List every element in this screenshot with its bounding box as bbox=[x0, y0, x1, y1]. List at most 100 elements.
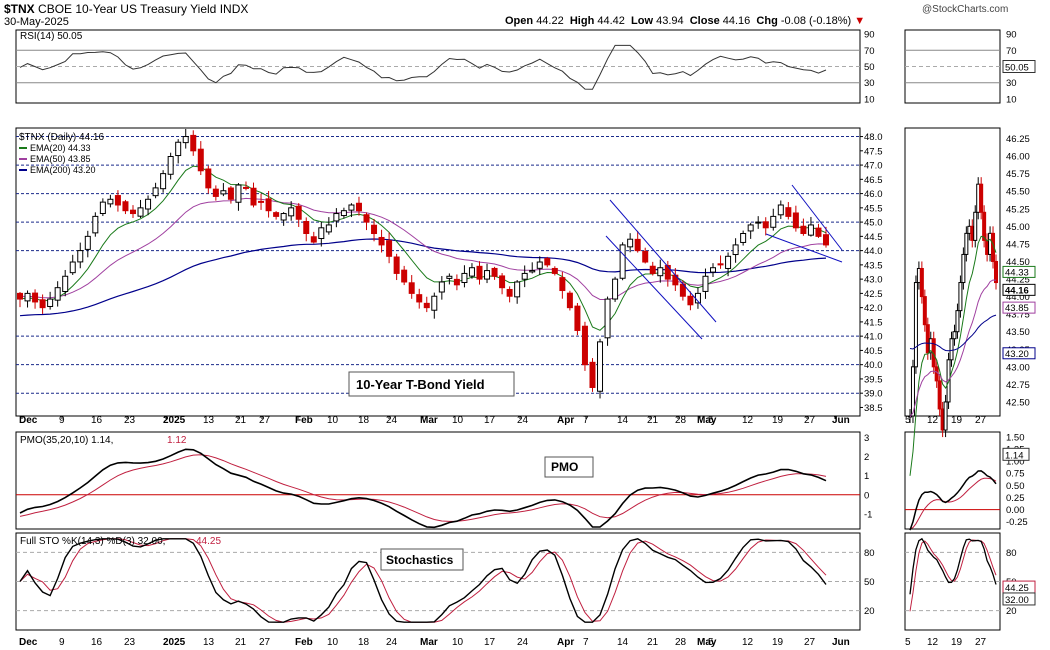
candle-body bbox=[453, 278, 460, 286]
right-x-label: 27 bbox=[975, 637, 987, 648]
right-rsi-tick-label: 70 bbox=[1006, 46, 1017, 57]
right-candle-body bbox=[934, 366, 939, 382]
candle-body bbox=[295, 205, 302, 220]
candle-body bbox=[514, 281, 521, 298]
right-pmo-tick-label: -0.25 bbox=[1006, 517, 1028, 528]
candle-body bbox=[687, 295, 694, 306]
candle-body bbox=[740, 233, 747, 243]
sto-legend-d: 44.25 bbox=[196, 536, 221, 547]
candle-body bbox=[785, 207, 792, 217]
candle-body bbox=[762, 221, 769, 229]
right-price-value-box bbox=[1002, 283, 1036, 296]
candle-body bbox=[717, 263, 724, 266]
price-tick-label: 44.0 bbox=[864, 246, 883, 257]
candle-body bbox=[536, 261, 543, 269]
sto-x-label: Jun bbox=[832, 637, 850, 648]
right-sto-tick-label: 80 bbox=[1006, 548, 1017, 559]
sto-x-label: 2025 bbox=[163, 637, 186, 648]
right-rsi-tick-label: 10 bbox=[1006, 94, 1017, 105]
sto-annotation: Stochastics bbox=[386, 553, 454, 567]
candle-body bbox=[303, 221, 310, 235]
right-candle-body bbox=[943, 401, 948, 431]
right-x-label: 27 bbox=[975, 415, 987, 426]
sto-x-label: 24 bbox=[517, 637, 529, 648]
right-pmo-value-box bbox=[1002, 447, 1030, 461]
right-ema20-line bbox=[909, 235, 997, 476]
candle-body bbox=[506, 288, 513, 297]
right-price-tick-label: 43.50 bbox=[1006, 327, 1030, 338]
sto-x-label: 21 bbox=[235, 637, 247, 648]
sto-x-label: 5 bbox=[708, 637, 714, 648]
exchange: INDX bbox=[219, 2, 249, 16]
right-sto-k-line bbox=[909, 537, 997, 595]
right-candle-body bbox=[973, 211, 978, 241]
right-candle-body bbox=[910, 366, 915, 417]
candle-body bbox=[182, 136, 189, 144]
candle-body bbox=[386, 240, 393, 257]
sto-tick-label: 20 bbox=[864, 606, 875, 617]
candle-body bbox=[340, 210, 347, 217]
candle-body bbox=[619, 244, 626, 279]
price-tick-label: 45.5 bbox=[864, 203, 883, 214]
price-tick-label: 40.5 bbox=[864, 346, 883, 357]
sto-tick-label: 50 bbox=[864, 577, 875, 588]
candle-body bbox=[747, 224, 754, 232]
price-x-label: 7 bbox=[583, 415, 589, 426]
right-candle-body bbox=[961, 253, 966, 284]
rsi-tick-label: 30 bbox=[864, 78, 875, 89]
price-tick-label: 42.5 bbox=[864, 289, 883, 300]
right-candle-body bbox=[958, 282, 963, 312]
candle-body bbox=[416, 294, 423, 303]
candle-body bbox=[39, 299, 46, 309]
watermark: @StockCharts.com bbox=[922, 4, 1009, 15]
candle-body bbox=[461, 272, 468, 284]
candle-body bbox=[205, 168, 212, 189]
candle-body bbox=[566, 292, 573, 309]
rsi-legend: RSI(14) 50.05 bbox=[20, 31, 83, 42]
right-price-value-label: 43.85 bbox=[1005, 303, 1029, 314]
pmo-legend-signal: 1.12 bbox=[167, 435, 187, 446]
price-tick-label: 39.5 bbox=[864, 374, 883, 385]
candle-body bbox=[363, 214, 370, 223]
right-x-label: 19 bbox=[951, 637, 963, 648]
candle-body bbox=[114, 195, 121, 206]
sto-x-label: 27 bbox=[259, 637, 271, 648]
pmo-tick-label: 3 bbox=[864, 433, 869, 444]
right-ema50-line bbox=[909, 279, 997, 418]
candle-body bbox=[634, 238, 641, 252]
sto-k-line bbox=[19, 538, 827, 623]
sto-x-label: Mar bbox=[420, 637, 438, 648]
candle-body bbox=[446, 275, 453, 279]
right-price-tick-label: 45.75 bbox=[1006, 169, 1030, 180]
rsi-line bbox=[19, 44, 827, 90]
candle-body bbox=[325, 224, 332, 233]
candle-body bbox=[627, 238, 634, 248]
candle-body bbox=[24, 292, 31, 302]
candle-body bbox=[250, 187, 257, 206]
right-candle-body bbox=[937, 380, 942, 410]
price-x-label: 27 bbox=[259, 415, 271, 426]
sto-x-label: 13 bbox=[203, 637, 215, 648]
ema20-line bbox=[19, 165, 827, 331]
price-tick-label: 46.0 bbox=[864, 189, 883, 200]
candle-body bbox=[107, 198, 114, 205]
candle-body bbox=[408, 282, 415, 294]
sto-tick-label: 80 bbox=[864, 548, 875, 559]
price-x-label: 23 bbox=[124, 415, 136, 426]
right-candle-body bbox=[982, 211, 987, 241]
panel-frame-pmo bbox=[15, 431, 861, 530]
candle-body bbox=[732, 244, 739, 256]
price-x-label: 2025 bbox=[163, 415, 186, 426]
right-sto-k-box bbox=[1002, 592, 1036, 606]
wedge-line-upper-right bbox=[791, 184, 843, 251]
right-ema200-line bbox=[909, 314, 997, 352]
panel-frame-price bbox=[15, 127, 861, 417]
right-price-tick-label: 45.50 bbox=[1006, 187, 1030, 198]
right-pmo-tick-label: 0.00 bbox=[1006, 505, 1025, 516]
price-x-label: 12 bbox=[742, 415, 754, 426]
sto-x-label: 7 bbox=[583, 637, 589, 648]
rsi-value-label: 50.05 bbox=[1005, 63, 1029, 74]
annotation-label: 10-Year T-Bond Yield bbox=[356, 377, 485, 392]
candle-body bbox=[484, 270, 491, 280]
rsi-tick-label: 50 bbox=[864, 62, 875, 73]
